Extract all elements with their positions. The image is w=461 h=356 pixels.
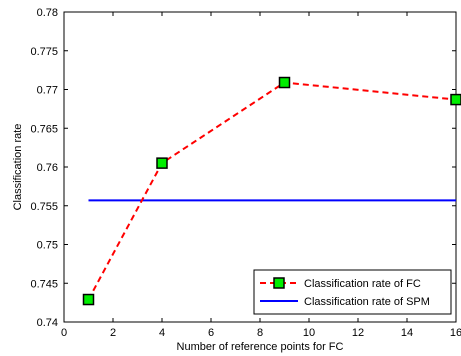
y-tick-label: 0.755 [30, 201, 58, 213]
x-tick-label: 4 [159, 327, 165, 339]
y-tick-label: 0.775 [30, 46, 58, 58]
y-tick-label: 0.77 [37, 85, 58, 97]
x-tick-label: 8 [257, 327, 263, 339]
y-tick-label: 0.76 [37, 162, 58, 174]
x-tick-label: 10 [303, 327, 315, 339]
x-tick-label: 16 [450, 327, 461, 339]
x-tick-label: 12 [352, 327, 364, 339]
x-axis-label: Number of reference points for FC [177, 341, 344, 353]
y-tick-label: 0.765 [30, 123, 58, 135]
x-tick-label: 14 [401, 327, 413, 339]
fc-point [278, 76, 291, 89]
fc-point [450, 93, 461, 106]
legend-marker-fc [273, 277, 285, 289]
series-layer [82, 76, 461, 306]
x-tick-label: 2 [110, 327, 116, 339]
x-tick-label: 0 [61, 327, 67, 339]
legend-label-spm: Classification rate of SPM [304, 296, 430, 308]
fc-point [82, 293, 95, 306]
legend: Classification rate of FC Classification… [253, 269, 452, 315]
y-tick-label: 0.74 [37, 317, 58, 329]
x-tick-label: 6 [208, 327, 214, 339]
y-tick-label: 0.78 [37, 7, 58, 19]
y-tick-label: 0.75 [37, 240, 58, 252]
y-tick-label: 0.745 [30, 278, 58, 290]
fc-point [156, 157, 168, 169]
legend-box [253, 269, 452, 315]
y-axis-label: Classification rate [12, 124, 24, 211]
legend-label-fc: Classification rate of FC [304, 278, 421, 290]
axis-ticks: 0 2 4 6 8 10 12 14 16 0.74 0.745 0.75 0.755 0.76 0.765… [30, 7, 461, 339]
